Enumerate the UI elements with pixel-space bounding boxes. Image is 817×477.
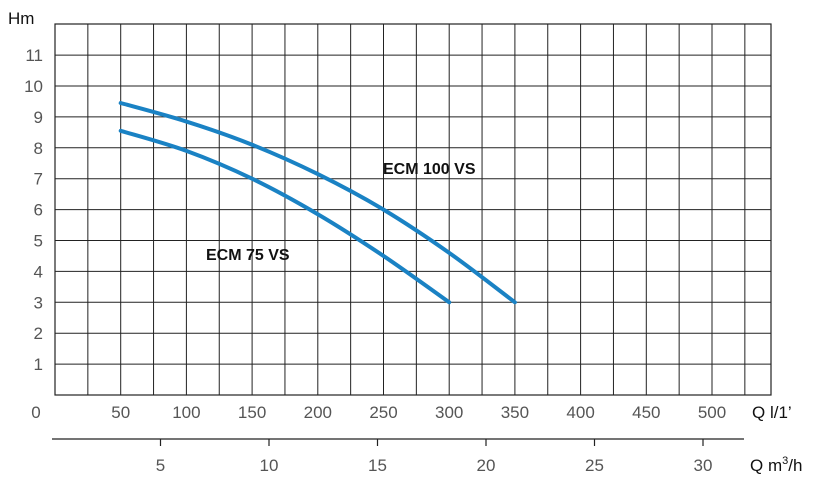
x-tick-label: 500 xyxy=(698,403,726,422)
y-tick-label: 4 xyxy=(34,262,43,281)
secondary-x-axis-ticks: 5 10 15 20 25 30 xyxy=(52,438,744,475)
y-tick-label: 3 xyxy=(34,293,43,312)
x-tick-label: 350 xyxy=(501,403,529,422)
x-tick-label: 50 xyxy=(111,403,130,422)
y-tick-label: 5 xyxy=(34,232,43,251)
x-tick-label: 150 xyxy=(238,403,266,422)
chart-series: ECM 75 VS ECM 100 VS xyxy=(118,100,517,305)
secondary-x-tick-label: 25 xyxy=(585,456,604,475)
x-tick-label: 250 xyxy=(369,403,397,422)
x-tick-label: 300 xyxy=(435,403,463,422)
y-tick-label: 8 xyxy=(34,139,43,158)
secondary-x-tick-label: 5 xyxy=(156,456,165,475)
series-label: ECM 75 VS xyxy=(206,247,290,264)
secondary-x-axis-title: Q m3/h xyxy=(750,455,802,475)
x-axis-title: Q l/1’ xyxy=(752,403,792,422)
y-axis-title: Hm xyxy=(8,9,34,28)
secondary-x-tick-label: 20 xyxy=(477,456,496,475)
y-tick-label: 10 xyxy=(24,77,43,96)
secondary-x-axis-title-prefix: Q m xyxy=(750,456,782,475)
series-label: ECM 100 VS xyxy=(383,161,476,178)
y-tick-label: 1 xyxy=(34,355,43,374)
x-axis-ticks: 50 100 150 200 250 300 350 400 450 500 xyxy=(111,403,726,422)
y-axis-ticks: 1 2 3 4 5 6 7 8 9 10 11 xyxy=(24,46,43,374)
y-tick-label: 6 xyxy=(34,201,43,220)
x-origin-label: 0 xyxy=(31,403,40,422)
y-tick-label: 7 xyxy=(34,170,43,189)
x-tick-label: 400 xyxy=(566,403,594,422)
secondary-x-axis-title-sup: 3 xyxy=(782,455,788,467)
x-tick-label: 450 xyxy=(632,403,660,422)
x-tick-label: 100 xyxy=(172,403,200,422)
chart-grid xyxy=(54,23,772,396)
y-tick-label: 11 xyxy=(25,46,43,65)
y-tick-label: 2 xyxy=(34,324,43,343)
secondary-x-tick-label: 30 xyxy=(694,456,713,475)
series-line xyxy=(118,128,452,305)
series-line xyxy=(118,100,517,305)
y-tick-label: 9 xyxy=(34,108,43,127)
secondary-x-tick-label: 15 xyxy=(368,456,387,475)
secondary-x-tick-label: 10 xyxy=(260,456,279,475)
secondary-x-axis-title-suffix: /h xyxy=(788,456,802,475)
x-tick-label: 200 xyxy=(304,403,332,422)
